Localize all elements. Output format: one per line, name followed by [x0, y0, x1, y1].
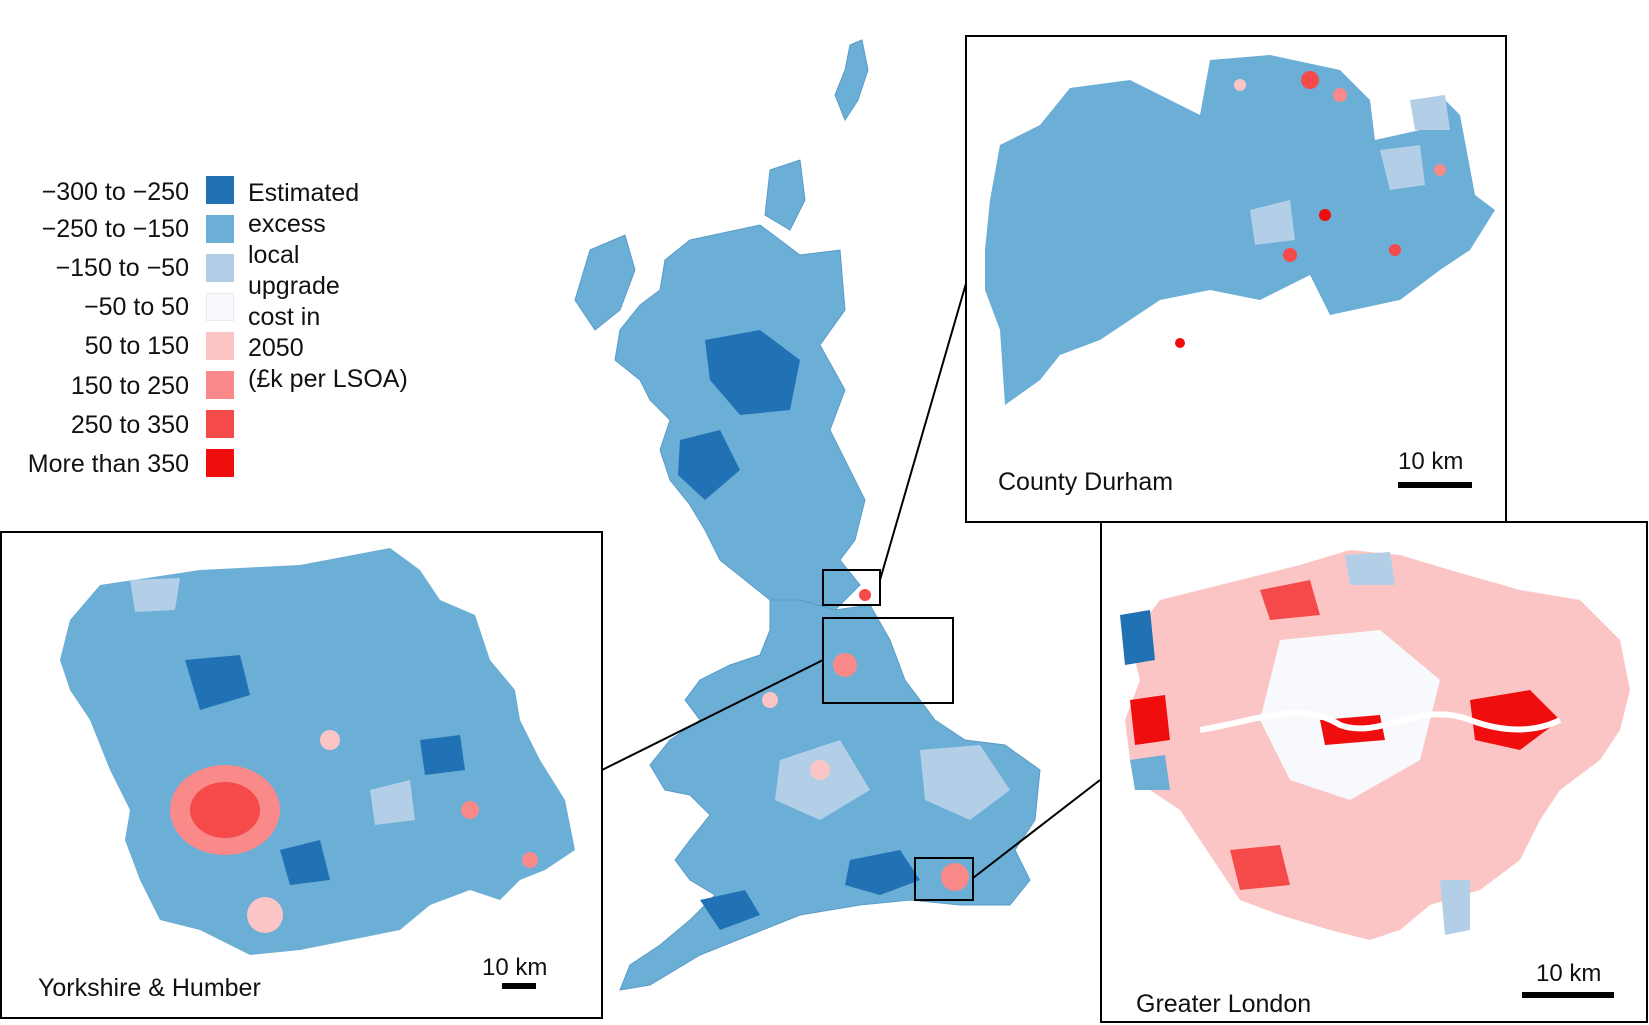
london-red-west	[1130, 695, 1170, 745]
legend-swatch-4	[206, 293, 234, 321]
durham-locator-box	[822, 569, 881, 606]
legend-range-1: −300 to −250	[41, 178, 189, 206]
legend-swatch-7	[206, 410, 234, 438]
legend-title-line: (£k per LSOA)	[248, 365, 408, 393]
legend-swatch-5	[206, 332, 234, 360]
london-red-east	[1470, 690, 1560, 750]
durham-light-patch-1	[1380, 145, 1425, 190]
yorkshire-light-2	[370, 780, 415, 825]
yorkshire-scale-bar	[502, 983, 536, 989]
london-scale-bar	[1522, 992, 1614, 998]
durham-red-1	[1301, 71, 1319, 89]
red-dot-leeds	[833, 653, 857, 677]
yorkshire-hull	[461, 801, 479, 819]
london-locator-box	[914, 857, 974, 901]
yorkshire-leeds-core	[190, 782, 260, 838]
yorkshire-connector	[601, 659, 824, 771]
yorkshire-dark-1	[185, 655, 250, 710]
london-blue-south	[1440, 880, 1470, 935]
light-patch-1	[920, 745, 1010, 820]
london-blue-west-2	[1130, 755, 1170, 790]
red-dot-durham	[859, 589, 871, 601]
durham-red-7	[1175, 338, 1185, 348]
durham-light-patch-3	[1410, 95, 1450, 130]
yorkshire-dark-3	[280, 840, 330, 885]
dark-patch-2	[678, 430, 740, 500]
yorkshire-label: Yorkshire & Humber	[38, 974, 261, 1002]
dark-patch-4	[700, 890, 760, 930]
yorkshire-dark-2	[420, 735, 465, 775]
london-red-southwest	[1230, 845, 1290, 890]
durham-red-5	[1283, 248, 1297, 262]
legend-title-line: excess	[248, 210, 326, 238]
durham-light-patch-2	[1250, 200, 1295, 245]
durham-red-2	[1333, 88, 1347, 102]
legend-title: Estimated excess local upgrade cost in 2…	[248, 178, 448, 395]
legend-range-6: 150 to 250	[70, 372, 189, 400]
legend-swatch-2	[206, 215, 234, 243]
durham-red-4	[1319, 209, 1331, 221]
dark-patch-1	[705, 330, 800, 415]
light-patch-2	[775, 740, 870, 820]
durham-connector	[879, 279, 968, 581]
red-dot-manchester	[762, 692, 778, 708]
legend-title-line: local	[248, 241, 300, 269]
london-inset	[1100, 521, 1648, 1023]
yorkshire-grimsby	[522, 852, 538, 868]
legend-title-line: cost in	[248, 303, 321, 331]
yorkshire-inset	[0, 531, 603, 1019]
durham-red-6	[1389, 244, 1401, 256]
durham-red-8	[1434, 164, 1446, 176]
legend-title-line: upgrade	[248, 272, 340, 300]
legend-range-2: −250 to −150	[41, 215, 189, 243]
yorkshire-shape	[60, 548, 575, 955]
durham-scale-bar	[1398, 482, 1472, 488]
london-scale-label: 10 km	[1536, 960, 1602, 987]
london-label: Greater London	[1136, 990, 1312, 1018]
durham-scale-label: 10 km	[1398, 448, 1464, 475]
legend-title-line: Estimated	[248, 179, 360, 207]
red-dot-london	[941, 863, 969, 891]
london-blue-north	[1345, 552, 1395, 585]
legend-swatch-1	[206, 176, 234, 204]
yorkshire-york	[320, 730, 340, 750]
dark-patch-3	[845, 850, 920, 895]
london-thames	[1199, 709, 1562, 733]
legend-title-line: 2050	[248, 334, 304, 362]
legend-swatch-8	[206, 449, 234, 477]
legend-swatch-3	[206, 254, 234, 282]
yorkshire-scale-label: 10 km	[482, 954, 548, 981]
great-britain-map	[574, 39, 1041, 991]
london-connector	[972, 779, 1101, 879]
legend-range-5: 50 to 150	[84, 332, 189, 360]
durham-red-3	[1234, 79, 1246, 91]
london-blue-west	[1120, 610, 1155, 665]
legend-range-3: −150 to −50	[55, 254, 189, 282]
legend-range-4: −50 to 50	[84, 293, 189, 321]
scotland-shape	[574, 39, 869, 611]
red-dot-midlands	[810, 760, 830, 780]
durham-label: County Durham	[998, 468, 1174, 496]
durham-shape	[985, 55, 1495, 405]
london-red-north	[1260, 580, 1320, 620]
yorkshire-light-1	[130, 578, 180, 612]
legend-swatch-6	[206, 371, 234, 399]
london-center-mix	[1260, 630, 1440, 800]
durham-inset	[965, 35, 1507, 523]
yorkshire-sheffield	[247, 897, 283, 933]
legend-range-7: 250 to 350	[70, 411, 189, 439]
legend-range-8: More than 350	[27, 450, 189, 478]
